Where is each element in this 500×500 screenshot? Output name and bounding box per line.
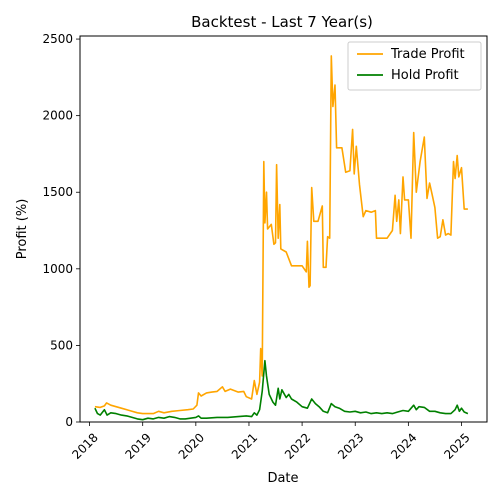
x-tick-label: 2022 (282, 430, 313, 461)
plot-frame (79, 35, 488, 423)
legend-label-trade-profit: Trade Profit (390, 47, 465, 62)
series-line-hold-profit (94, 359, 469, 421)
y-tick-label: 2000 (42, 109, 73, 123)
y-tick-label: 0 (65, 415, 73, 429)
x-tick-label: 2023 (335, 430, 366, 461)
x-tick-label: 2020 (176, 430, 207, 461)
y-axis: 0 500 1000 1500 2000 2500 (42, 32, 80, 429)
x-tick-label: 2024 (388, 430, 419, 461)
x-tick-label: 2018 (69, 430, 100, 461)
y-tick-label: 2500 (42, 32, 73, 46)
x-tick-label: 2021 (229, 430, 260, 461)
x-axis: 2018 2019 2020 2021 2022 2023 2024 2025 (69, 422, 473, 462)
chart-title: Backtest - Last 7 Year(s) (191, 13, 373, 31)
plot-lines (94, 55, 469, 421)
y-tick-label: 1500 (42, 185, 73, 199)
legend-label-hold-profit: Hold Profit (391, 68, 459, 83)
y-tick-label: 1000 (42, 262, 73, 276)
x-tick-label: 2025 (441, 430, 472, 461)
x-tick-label: 2019 (123, 430, 154, 461)
x-axis-label: Date (267, 471, 298, 486)
legend: Trade Profit Hold Profit (347, 41, 482, 91)
y-tick-label: 500 (50, 338, 73, 352)
series-line-trade-profit (94, 55, 468, 415)
y-axis-label: Profit (%) (15, 199, 30, 260)
